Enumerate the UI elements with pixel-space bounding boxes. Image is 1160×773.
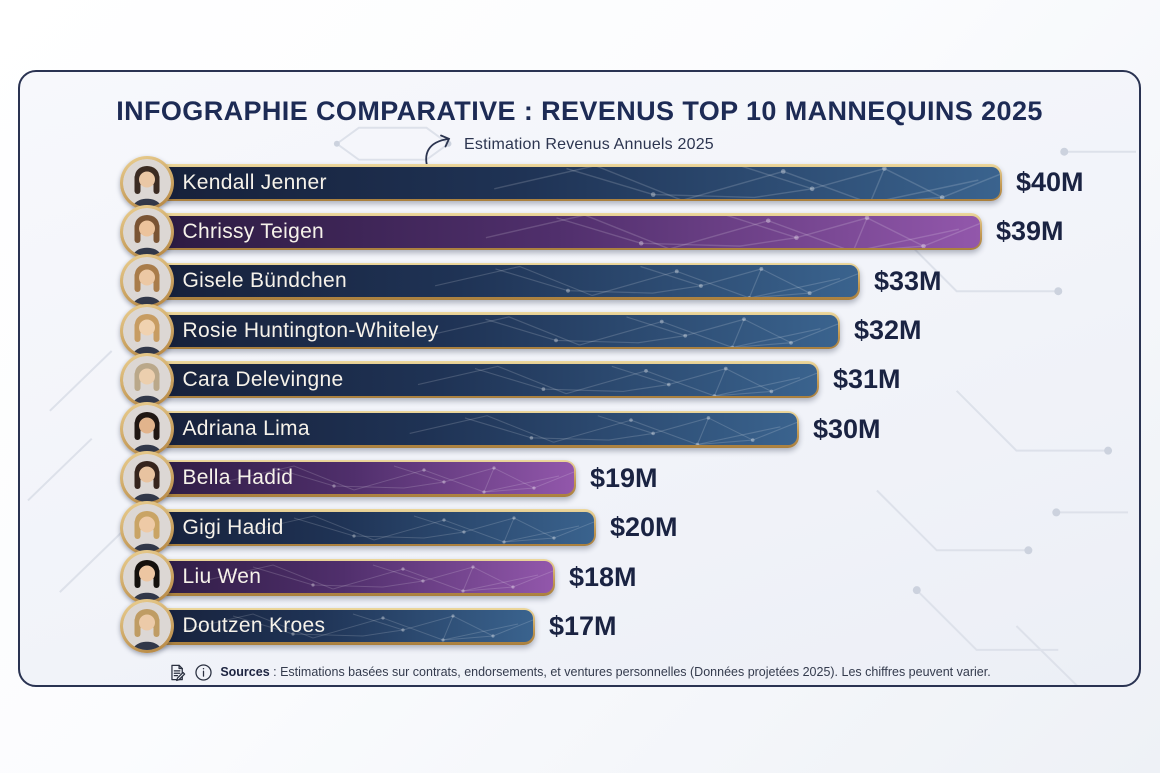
revenue-bar: Rosie Huntington-Whiteley: [130, 312, 840, 350]
constellation-pattern: [202, 564, 553, 593]
model-name: Adriana Lima: [182, 417, 310, 441]
revenue-value: $32M: [854, 315, 922, 346]
sources-label: Sources: [220, 665, 270, 679]
revenue-value: $39M: [996, 216, 1064, 247]
model-avatar: [120, 550, 174, 605]
revenue-value: $33M: [874, 265, 942, 296]
person-portrait-icon: [123, 257, 171, 306]
person-portrait-icon: [123, 158, 171, 207]
revenue-bar: Liu Wen: [130, 558, 555, 596]
model-avatar: [120, 352, 174, 407]
revenue-bar: Adriana Lima: [130, 410, 799, 448]
person-portrait-icon: [123, 355, 171, 404]
model-avatar: [120, 254, 174, 309]
person-portrait-icon: [123, 306, 171, 355]
model-name: Kendall Jenner: [182, 170, 327, 194]
document-pencil-icon: [171, 664, 186, 681]
model-name: Liu Wen: [182, 565, 262, 589]
model-name: Doutzen Kroes: [182, 614, 326, 638]
revenue-value: $17M: [549, 610, 617, 641]
revenue-bar: Chrissy Teigen: [130, 213, 982, 251]
model-name: Gigi Hadid: [182, 515, 284, 539]
revenue-bar: Gisele Bündchen: [130, 262, 860, 300]
revenue-row: Gisele Bündchen $33M: [120, 254, 1139, 309]
revenue-row: Chrissy Teigen $39M: [120, 204, 1139, 259]
person-portrait-icon: [123, 454, 171, 503]
revenue-row: Kendall Jenner $40M: [120, 155, 1139, 210]
revenue-bar: Kendall Jenner: [130, 164, 1002, 202]
person-portrait-icon: [123, 405, 171, 454]
model-name: Bella Hadid: [182, 466, 294, 490]
revenue-value: $31M: [833, 364, 901, 395]
sources-text: Sources : Estimations basées sur contrat…: [220, 665, 991, 679]
model-name: Cara Delevingne: [182, 367, 344, 391]
model-avatar: [120, 204, 174, 259]
model-avatar: [120, 303, 174, 358]
revenue-value: $40M: [1016, 167, 1084, 198]
revenue-row: Adriana Lima $30M: [120, 402, 1139, 457]
chart-subtitle-label: Estimation Revenus Annuels 2025: [464, 136, 714, 153]
revenue-bar: Doutzen Kroes: [130, 607, 535, 645]
model-name: Chrissy Teigen: [182, 219, 325, 243]
constellation-pattern: [493, 166, 1000, 199]
revenue-value: $18M: [569, 561, 637, 592]
constellation-pattern: [243, 515, 594, 544]
revenue-bar: Gigi Hadid: [130, 509, 596, 547]
model-avatar: [120, 599, 174, 654]
sources-footer: Sources : Estimations basées sur contrat…: [20, 660, 1139, 684]
constellation-pattern: [426, 315, 838, 347]
person-portrait-icon: [123, 602, 171, 651]
info-icon: [195, 663, 212, 681]
revenue-value: $19M: [590, 462, 658, 493]
revenue-row: Bella Hadid $19M: [120, 451, 1139, 506]
model-avatar: [120, 451, 174, 506]
revenue-row: Cara Delevingne $31M: [120, 352, 1139, 407]
constellation-pattern: [434, 266, 858, 298]
constellation-pattern: [409, 415, 797, 446]
bar-chart: Kendall Jenner $40M: [120, 155, 1139, 654]
page-title: INFOGRAPHIE COMPARATIVE : REVENUS TOP 10…: [116, 96, 1043, 126]
revenue-bar: Cara Delevingne: [130, 361, 819, 399]
constellation-pattern: [182, 613, 533, 642]
model-avatar: [120, 402, 174, 457]
revenue-row: Liu Wen $18M: [120, 550, 1139, 605]
infographic-card: INFOGRAPHIE COMPARATIVE : REVENUS TOP 10…: [18, 70, 1141, 687]
revenue-value: $30M: [813, 413, 881, 444]
model-avatar: [120, 500, 174, 555]
constellation-pattern: [223, 465, 574, 495]
person-portrait-icon: [123, 553, 171, 602]
revenue-value: $20M: [610, 512, 678, 543]
revenue-row: Gigi Hadid $20M: [120, 500, 1139, 555]
model-avatar: [120, 155, 174, 210]
revenue-row: Doutzen Kroes $17M: [120, 599, 1139, 654]
revenue-row: Rosie Huntington-Whiteley $32M: [120, 303, 1139, 358]
model-name: Rosie Huntington-Whiteley: [182, 318, 439, 342]
person-portrait-icon: [123, 503, 171, 552]
revenue-bar: Bella Hadid: [130, 459, 576, 497]
constellation-pattern: [417, 365, 817, 396]
model-name: Gisele Bündchen: [182, 269, 347, 293]
person-portrait-icon: [123, 207, 171, 256]
